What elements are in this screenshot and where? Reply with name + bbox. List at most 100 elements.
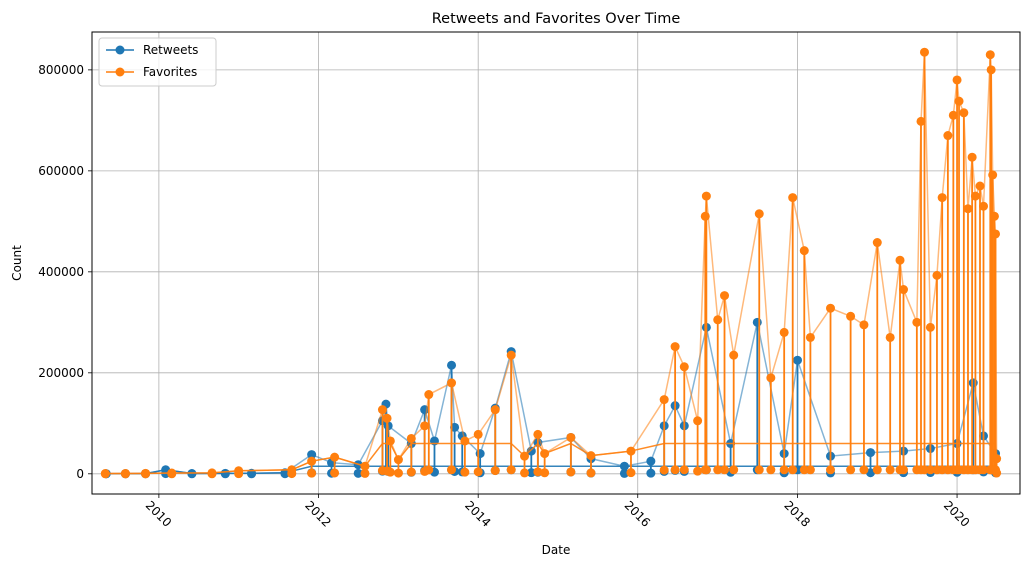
data-point bbox=[646, 468, 656, 478]
data-point bbox=[247, 469, 257, 479]
data-point bbox=[307, 468, 317, 478]
data-point bbox=[330, 452, 340, 462]
data-point bbox=[659, 465, 669, 475]
data-point bbox=[793, 355, 803, 365]
data-point bbox=[729, 350, 739, 360]
data-point bbox=[353, 468, 363, 478]
data-point bbox=[526, 468, 536, 478]
data-point bbox=[754, 465, 764, 475]
data-point bbox=[287, 469, 297, 479]
data-point bbox=[385, 436, 395, 446]
data-point bbox=[506, 350, 516, 360]
data-point bbox=[872, 238, 882, 248]
data-point bbox=[968, 378, 978, 388]
data-point bbox=[985, 50, 995, 60]
data-point bbox=[280, 469, 290, 479]
data-point bbox=[566, 467, 576, 477]
data-point bbox=[954, 96, 964, 106]
data-point bbox=[766, 373, 776, 383]
data-point bbox=[377, 405, 387, 415]
data-point bbox=[506, 465, 516, 475]
data-point bbox=[919, 47, 929, 57]
data-point bbox=[788, 465, 798, 475]
data-point bbox=[799, 246, 809, 256]
data-point bbox=[846, 311, 856, 321]
data-point bbox=[959, 108, 969, 118]
data-point bbox=[646, 456, 656, 466]
data-point bbox=[992, 468, 1002, 478]
data-point bbox=[330, 468, 340, 478]
data-point bbox=[967, 152, 977, 162]
data-point bbox=[805, 465, 815, 475]
y-tick-label: 600000 bbox=[38, 164, 84, 178]
y-tick-label: 200000 bbox=[38, 366, 84, 380]
data-point bbox=[885, 332, 895, 342]
data-point bbox=[952, 75, 962, 85]
data-point bbox=[360, 461, 370, 471]
data-point bbox=[713, 465, 723, 475]
plot-frame bbox=[91, 31, 1021, 495]
data-point bbox=[566, 432, 576, 442]
y-axis-label: Count bbox=[10, 245, 24, 281]
data-point bbox=[700, 211, 710, 221]
plot-series bbox=[100, 47, 1002, 479]
y-tick-label: 400000 bbox=[38, 265, 84, 279]
data-point bbox=[916, 116, 926, 126]
data-point bbox=[720, 465, 730, 475]
legend: Retweets Favorites bbox=[98, 37, 217, 87]
series-favorites bbox=[100, 47, 1002, 479]
data-point bbox=[307, 450, 317, 460]
data-point bbox=[992, 454, 1002, 464]
data-point bbox=[385, 467, 395, 477]
data-point bbox=[393, 455, 403, 465]
data-point bbox=[729, 465, 739, 475]
data-point bbox=[805, 332, 815, 342]
y-tick-label: 800000 bbox=[38, 63, 84, 77]
data-point bbox=[520, 468, 530, 478]
data-point bbox=[447, 465, 457, 475]
data-point bbox=[975, 181, 985, 191]
data-point bbox=[220, 469, 230, 479]
data-point bbox=[141, 469, 151, 479]
data-point bbox=[540, 468, 550, 478]
data-point bbox=[619, 461, 629, 471]
data-point bbox=[679, 362, 689, 372]
data-point bbox=[360, 468, 370, 478]
data-point bbox=[460, 436, 470, 446]
data-point bbox=[586, 468, 596, 478]
data-point bbox=[424, 390, 434, 400]
data-point bbox=[307, 456, 317, 466]
data-point bbox=[626, 468, 636, 478]
data-point bbox=[826, 303, 836, 313]
data-point bbox=[679, 465, 689, 475]
data-point bbox=[670, 342, 680, 352]
data-point bbox=[989, 211, 999, 221]
data-point bbox=[424, 465, 434, 475]
legend-label-retweets: Retweets bbox=[143, 43, 198, 57]
legend-marker-retweets bbox=[115, 45, 125, 55]
data-point bbox=[626, 446, 636, 456]
data-point bbox=[382, 413, 392, 423]
y-tick-label: 0 bbox=[76, 467, 84, 481]
data-point bbox=[846, 465, 856, 475]
data-point bbox=[447, 378, 457, 388]
data-point bbox=[986, 65, 996, 75]
data-point bbox=[866, 448, 876, 458]
data-point bbox=[473, 429, 483, 439]
data-point bbox=[473, 467, 483, 477]
data-point bbox=[120, 469, 130, 479]
data-point bbox=[988, 170, 998, 180]
legend-marker-favorites bbox=[115, 67, 125, 77]
data-point bbox=[754, 209, 764, 219]
data-point bbox=[460, 467, 470, 477]
data-point bbox=[720, 291, 730, 301]
data-point bbox=[788, 193, 798, 203]
data-point bbox=[540, 449, 550, 459]
data-point bbox=[752, 317, 762, 327]
data-point bbox=[586, 451, 596, 461]
data-point bbox=[826, 465, 836, 475]
data-point bbox=[234, 469, 244, 479]
chart-title: Retweets and Favorites Over Time bbox=[432, 11, 681, 27]
data-point bbox=[943, 131, 953, 141]
